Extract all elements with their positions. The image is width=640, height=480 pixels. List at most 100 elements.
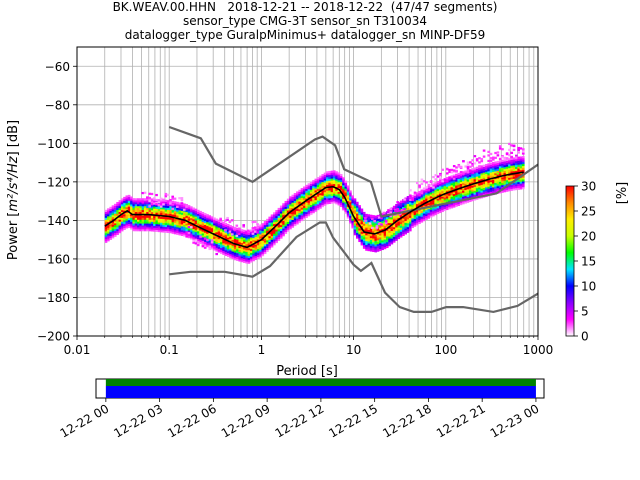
psd-cell xyxy=(120,223,124,226)
psd-cell xyxy=(173,205,177,208)
psd-cell xyxy=(489,166,493,169)
psd-cell xyxy=(346,193,350,196)
psd-cell xyxy=(223,219,227,223)
psd-cell xyxy=(270,245,274,248)
psd-cell xyxy=(508,187,511,190)
psd-cell xyxy=(222,241,225,244)
psd-cell xyxy=(300,211,304,214)
psd-cell xyxy=(321,176,325,179)
psd-cell xyxy=(339,200,343,204)
psd-cell xyxy=(466,173,470,176)
psd-cell xyxy=(436,211,440,215)
psd-cell xyxy=(385,234,389,237)
psd-cell xyxy=(261,230,265,234)
psd-cell xyxy=(344,180,348,183)
psd-cell xyxy=(381,242,384,245)
psd-cell xyxy=(427,208,431,211)
psd-cell xyxy=(291,213,295,217)
psd-cell xyxy=(268,228,272,231)
psd-cell xyxy=(399,231,403,234)
psd-cell xyxy=(190,226,193,229)
psd-cell xyxy=(332,199,336,202)
psd-cell xyxy=(104,230,108,234)
psd-cell xyxy=(374,215,378,218)
psd-cell xyxy=(222,231,225,234)
psd-cell xyxy=(326,180,329,184)
psd-cell xyxy=(323,188,327,191)
noise-model-nhnm xyxy=(168,125,538,218)
psd-cell xyxy=(196,236,200,240)
psd-cell xyxy=(379,244,382,248)
psd-cell xyxy=(443,187,447,190)
psd-cell xyxy=(171,206,175,209)
psd-cell xyxy=(422,218,426,222)
psd-cell xyxy=(236,258,239,261)
psd-cell xyxy=(418,193,421,197)
psd-cell xyxy=(116,205,119,209)
psd-cell xyxy=(323,180,327,183)
psd-cell xyxy=(143,215,147,218)
psd-cell xyxy=(367,239,371,242)
psd-cell xyxy=(409,215,412,218)
psd-cell xyxy=(256,226,259,229)
psd-cell xyxy=(392,211,396,214)
psd-cell xyxy=(346,212,350,215)
psd-cell xyxy=(491,158,495,161)
chart-title-line-2: sensor_type CMG-3T sensor_sn T310034 xyxy=(182,14,428,28)
psd-cell xyxy=(462,184,465,187)
psd-cell xyxy=(180,212,184,215)
psd-cell xyxy=(139,198,142,201)
psd-cell xyxy=(383,216,387,219)
psd-cell xyxy=(425,194,428,197)
psd-cell xyxy=(213,217,216,220)
psd-cell xyxy=(162,222,165,225)
psd-cell xyxy=(314,182,318,185)
psd-cell xyxy=(508,181,511,184)
psd-cell xyxy=(148,223,152,226)
psd-cell xyxy=(457,178,461,181)
psd-cell xyxy=(397,206,401,209)
psd-cell xyxy=(143,211,147,214)
psd-cell xyxy=(166,203,170,207)
psd-cell xyxy=(141,217,145,220)
psd-cell xyxy=(160,228,163,231)
psd-cell xyxy=(178,206,182,209)
psd-cell xyxy=(385,218,389,222)
psd-cell xyxy=(464,195,467,198)
psd-cell xyxy=(512,186,516,189)
psd-cell xyxy=(392,223,396,226)
psd-cell xyxy=(517,179,520,183)
psd-cell xyxy=(134,217,138,220)
psd-cell xyxy=(411,223,414,227)
psd-cell xyxy=(275,215,278,219)
psd-cell xyxy=(231,245,235,248)
psd-cell xyxy=(224,247,228,251)
psd-cell xyxy=(517,170,520,173)
psd-cell xyxy=(323,176,327,179)
psd-cell xyxy=(132,207,136,211)
psd-cell xyxy=(157,216,161,219)
psd-cell xyxy=(293,196,297,200)
psd-cell xyxy=(293,204,297,207)
psd-cell xyxy=(173,212,177,216)
psd-cell xyxy=(332,174,336,177)
psd-cell xyxy=(228,230,232,233)
psd-cell xyxy=(489,170,493,173)
psd-cell xyxy=(277,207,281,211)
psd-cell xyxy=(409,207,412,211)
psd-cell xyxy=(489,164,493,167)
psd-cell xyxy=(302,201,306,205)
psd-cell xyxy=(346,208,350,211)
psd-cell xyxy=(300,199,304,202)
psd-cell xyxy=(220,247,223,250)
psd-cell xyxy=(134,200,138,203)
psd-cell xyxy=(247,240,251,243)
psd-cell xyxy=(358,214,361,218)
psd-cell xyxy=(229,250,232,253)
psd-cell xyxy=(434,187,437,191)
psd-cell xyxy=(137,209,140,213)
psd-cell xyxy=(457,196,461,199)
psd-cell xyxy=(104,229,108,232)
psd-cell xyxy=(383,235,387,238)
psd-cell xyxy=(279,207,283,210)
